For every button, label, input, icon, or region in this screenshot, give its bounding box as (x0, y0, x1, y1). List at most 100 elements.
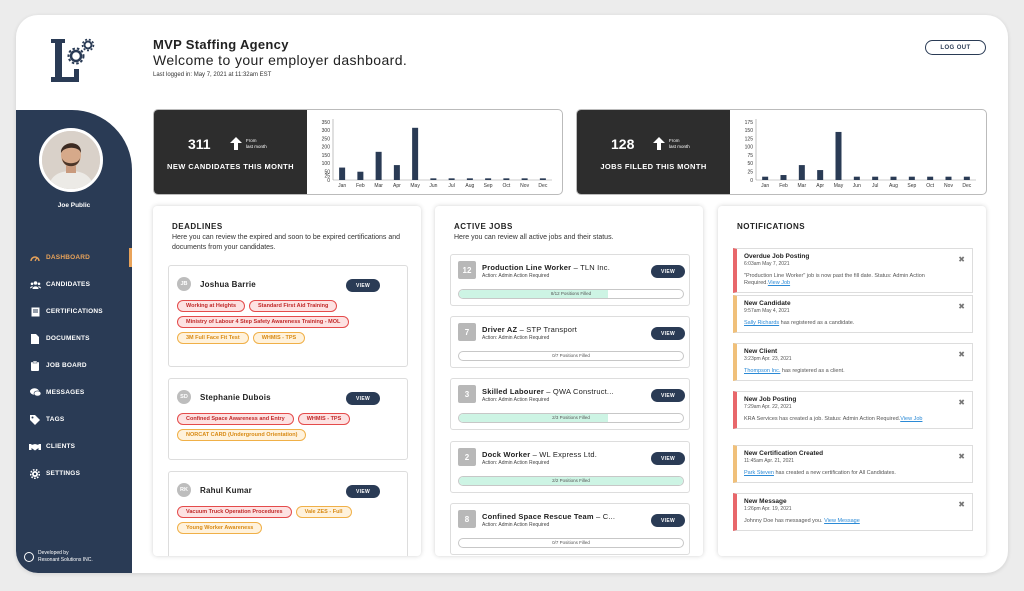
certification-tags: Confined Space Awareness and Entry WHMIS… (169, 409, 407, 445)
close-icon[interactable]: ✖ (958, 350, 965, 359)
job-company: C... (602, 512, 616, 521)
notification-link[interactable]: Sally Richards (744, 320, 780, 326)
expiring-tag[interactable]: Vale ZES - Full (295, 506, 352, 518)
x-tick-label: Apr (816, 183, 824, 189)
notification-link[interactable]: View Message (824, 518, 860, 524)
y-tick-label: 25 (324, 174, 330, 180)
sidebar-item-job-board[interactable]: JOB BOARD (16, 352, 132, 379)
sidebar-nav: DASHBOARD CANDIDATES CERTIFICATIONS DOCU… (16, 244, 132, 487)
view-candidate-button[interactable]: VIEW (346, 485, 380, 498)
x-tick-label: Jul (448, 183, 454, 189)
sidebar-item-documents[interactable]: DOCUMENTS (16, 325, 132, 352)
expired-tag[interactable]: WHMIS - TPS (297, 413, 351, 425)
job-action: Action: Admin Action Required (482, 397, 550, 403)
job-company: TLN Inc. (580, 263, 611, 272)
job-positions-count: 12 (458, 261, 476, 279)
job-title: Production Line Worker – TLN Inc. (482, 263, 611, 272)
expired-tag[interactable]: Confined Space Awareness and Entry (177, 413, 294, 425)
tag-icon (29, 414, 41, 425)
job-positions-count: 3 (458, 385, 476, 403)
x-tick-label: Aug (889, 183, 898, 189)
sidebar: Joe Public DASHBOARD CANDIDATES CERTIFIC… (16, 110, 132, 573)
positions-progress-bar: 0/7 Positions Filled (458, 351, 684, 361)
developer-line-1: Developed by (38, 550, 69, 556)
view-candidate-button[interactable]: VIEW (346, 392, 380, 405)
view-job-button[interactable]: VIEW (651, 327, 685, 340)
x-tick-label: Jan (761, 183, 769, 189)
agency-name: MVP Staffing Agency (153, 37, 289, 52)
view-job-button[interactable]: VIEW (651, 452, 685, 465)
x-tick-label: Sep (907, 183, 916, 189)
close-icon[interactable]: ✖ (958, 255, 965, 264)
job-name: Production Line Worker (482, 263, 572, 272)
bar (412, 127, 419, 180)
close-icon[interactable]: ✖ (958, 500, 965, 509)
sidebar-item-certifications[interactable]: CERTIFICATIONS (16, 298, 132, 325)
notification-link[interactable]: Park Steven (744, 470, 774, 476)
notification-item[interactable]: New Client 3:23pm Apr. 23, 2021 Thompson I… (733, 343, 973, 382)
progress-fill (459, 477, 683, 485)
expiring-tag[interactable]: NORCAT CARD (Underground Orientation) (177, 429, 307, 441)
expired-tag[interactable]: Working at Heights (177, 300, 246, 312)
sidebar-item-settings[interactable]: SETTINGS (16, 460, 132, 487)
close-icon[interactable]: ✖ (958, 452, 965, 461)
x-tick-label: Aug (465, 183, 474, 189)
certification-tags: Working at Heights Standard First Aid Tr… (169, 296, 407, 348)
x-tick-label: Oct (502, 183, 510, 189)
notification-link[interactable]: Thompson Inc. (744, 368, 781, 374)
job-positions-count: 7 (458, 323, 476, 341)
notification-item[interactable]: New Certification Created 11:45am Apr. 21… (733, 445, 973, 484)
view-job-button[interactable]: VIEW (651, 514, 685, 527)
close-icon[interactable]: ✖ (958, 302, 965, 311)
view-candidate-button[interactable]: VIEW (346, 279, 380, 292)
candidate-initials: JB (177, 277, 191, 291)
y-tick-label: 250 (322, 136, 331, 142)
sidebar-item-clients[interactable]: CLIENTS (16, 433, 132, 460)
stat-card-new-candidates: 311 From last month NEW CANDIDATES THIS M… (153, 109, 563, 195)
notification-body: Park Steven has created a new certificat… (744, 470, 896, 476)
view-job-button[interactable]: VIEW (651, 389, 685, 402)
bar (908, 176, 915, 180)
sidebar-item-candidates[interactable]: CANDIDATES (16, 271, 132, 298)
notification-link[interactable]: View Job (767, 280, 791, 287)
sidebar-item-tags[interactable]: TAGS (16, 406, 132, 433)
expired-tag[interactable]: Standard First Aid Training (249, 300, 338, 312)
expired-tag[interactable]: Vacuum Truck Operation Procedures (177, 506, 292, 518)
notification-link[interactable]: View Job (900, 416, 923, 422)
notification-item[interactable]: Overdue Job Posting 6:03am May 7, 2021 "Pr… (733, 248, 973, 294)
notification-body: Sally Richards has registered as a candi… (744, 320, 855, 326)
sidebar-item-messages[interactable]: MESSAGES (16, 379, 132, 406)
bar (872, 176, 879, 180)
bar (448, 178, 455, 180)
job-card: 7 Driver AZ – STP Transport Action: Admin … (450, 316, 690, 368)
notification-item[interactable]: New Message 1:26pm Apr. 19, 2021 Johnny Do… (733, 493, 973, 532)
notification-item[interactable]: New Job Posting 7:29am Apr. 22, 2021 KRA S… (733, 391, 973, 430)
logout-button[interactable]: LOG OUT (925, 40, 986, 55)
y-tick-label: 100 (322, 161, 331, 167)
deadlines-panel: DEADLINES Here you can review the expire… (153, 206, 421, 556)
expired-tag[interactable]: Ministry of Labour 4 Step Safety Awarene… (177, 316, 350, 328)
resonant-logo-icon (24, 551, 34, 562)
bar (945, 176, 952, 180)
notification-item[interactable]: New Candidate 9:57am May 4, 2021 Sally Ric… (733, 295, 973, 334)
positions-progress-bar: 0/7 Positions Filled (458, 538, 684, 548)
active-jobs-title: ACTIVE JOBS (454, 222, 513, 231)
sidebar-item-label: JOB BOARD (46, 362, 87, 369)
x-tick-label: Oct (926, 183, 934, 189)
avatar[interactable] (39, 128, 103, 192)
expiring-tag[interactable]: 3M Full Face Fit Test (177, 332, 249, 344)
y-tick-label: 50 (324, 170, 330, 176)
sidebar-item-dashboard[interactable]: DASHBOARD (16, 244, 132, 271)
x-tick-label: Feb (779, 183, 788, 189)
y-tick-label: 0 (327, 178, 330, 184)
close-icon[interactable]: ✖ (958, 398, 965, 407)
positions-progress-bar: 8/12 Positions Filled (458, 289, 684, 299)
gauge-icon (29, 253, 41, 263)
view-job-button[interactable]: VIEW (651, 265, 685, 278)
progress-text: 8/12 Positions Filled (550, 291, 592, 296)
expiring-tag[interactable]: WHMIS - TPS (252, 332, 306, 344)
notification-time: 11:45am Apr. 21, 2021 (744, 458, 794, 464)
expiring-tag[interactable]: Young Worker Awareness (177, 522, 263, 534)
notification-time: 3:23pm Apr. 23, 2021 (744, 356, 792, 362)
